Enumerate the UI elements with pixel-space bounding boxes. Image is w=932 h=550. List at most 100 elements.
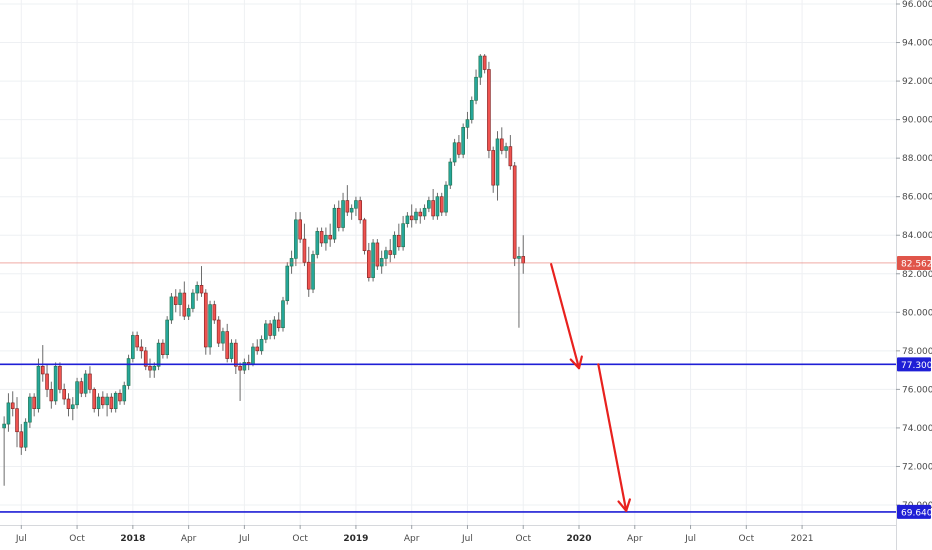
grid [0, 0, 896, 525]
last-price-badge: 82.562 [897, 255, 932, 270]
candle [96, 393, 101, 417]
candle-body [83, 373, 88, 394]
candle-body [311, 254, 315, 290]
candle-body [491, 150, 496, 186]
candle [298, 212, 302, 243]
candle-body [191, 292, 195, 309]
forecast-arrow [550, 263, 583, 370]
candle [268, 320, 272, 340]
candle-body [332, 207, 337, 240]
candle [264, 320, 268, 344]
candle [328, 223, 332, 247]
candle-body [272, 319, 277, 336]
x-tick-label: Oct [69, 534, 85, 544]
candle-body [45, 373, 49, 390]
candle-body [6, 402, 11, 425]
candle-body [349, 207, 354, 213]
x-tick-label: Jul [684, 534, 696, 544]
candle-body [444, 184, 448, 213]
candle [504, 142, 508, 159]
y-tick-label: 72.000 [902, 462, 932, 472]
candle [53, 362, 58, 405]
candle-body [409, 215, 414, 221]
candle-body [122, 385, 127, 402]
candle [66, 393, 71, 417]
candle [431, 188, 435, 220]
candle-body [92, 389, 97, 409]
candle [319, 227, 324, 247]
candle-body [448, 161, 453, 186]
candle-body [131, 335, 135, 359]
candle [186, 304, 191, 321]
candle [246, 354, 251, 371]
candle-body [49, 389, 54, 402]
candle-body [302, 238, 307, 263]
candle-body [457, 142, 461, 155]
candle-body [2, 423, 6, 429]
candle-body [216, 319, 221, 344]
candle [324, 227, 328, 251]
candle [302, 223, 307, 267]
candle-body [512, 165, 517, 259]
x-tick-label: Jul [238, 534, 250, 544]
candle-body [70, 404, 75, 409]
candle-body [469, 100, 474, 120]
candle-body [371, 242, 375, 278]
candle [32, 393, 36, 417]
candle-body [255, 346, 260, 352]
candle [62, 383, 67, 405]
level-badge-label: 77.300 [901, 361, 932, 371]
candle [156, 339, 161, 371]
candle-body [499, 138, 504, 151]
candle [75, 377, 79, 409]
candle-body [139, 346, 144, 352]
candle-body [36, 365, 41, 409]
candle [397, 223, 401, 251]
candle-body [435, 196, 440, 217]
candle-body [19, 431, 24, 448]
candle [118, 389, 122, 405]
candle-body [487, 69, 491, 151]
candle [482, 54, 487, 74]
x-tick-label: Oct [739, 534, 755, 544]
y-tick-label: 94.000 [902, 39, 932, 49]
candle-body [101, 396, 105, 406]
candle-body [148, 365, 152, 371]
level-badge-bg [897, 357, 931, 372]
candle [474, 69, 478, 105]
candle [512, 162, 517, 267]
candle [109, 393, 114, 413]
candle [487, 61, 491, 159]
candle [362, 217, 367, 255]
candle [422, 204, 427, 220]
x-tick-label: 2018 [120, 534, 145, 544]
candle [401, 215, 405, 251]
candle-body [422, 207, 427, 217]
y-tick-label: 84.000 [902, 231, 932, 241]
candle [281, 296, 285, 332]
candle-body [259, 338, 264, 352]
candle-body [242, 362, 247, 371]
candle [143, 346, 148, 371]
forecast-arrow [597, 363, 631, 512]
candle [251, 343, 255, 367]
candle-body [341, 200, 345, 228]
candle-body [268, 323, 272, 336]
candle-body [294, 219, 298, 259]
candle-body [324, 234, 328, 244]
candle-body [88, 373, 92, 390]
candle-body [504, 146, 508, 151]
y-tick-label: 76.000 [902, 385, 932, 395]
candle-body [105, 396, 109, 406]
candle [169, 293, 174, 324]
candle [465, 111, 470, 139]
candle [208, 300, 212, 355]
candle-body [264, 323, 268, 340]
candle [315, 227, 320, 259]
candle-body [375, 242, 380, 267]
candle-body [173, 296, 178, 305]
candle [131, 331, 135, 363]
arrow-shaft [597, 363, 628, 512]
